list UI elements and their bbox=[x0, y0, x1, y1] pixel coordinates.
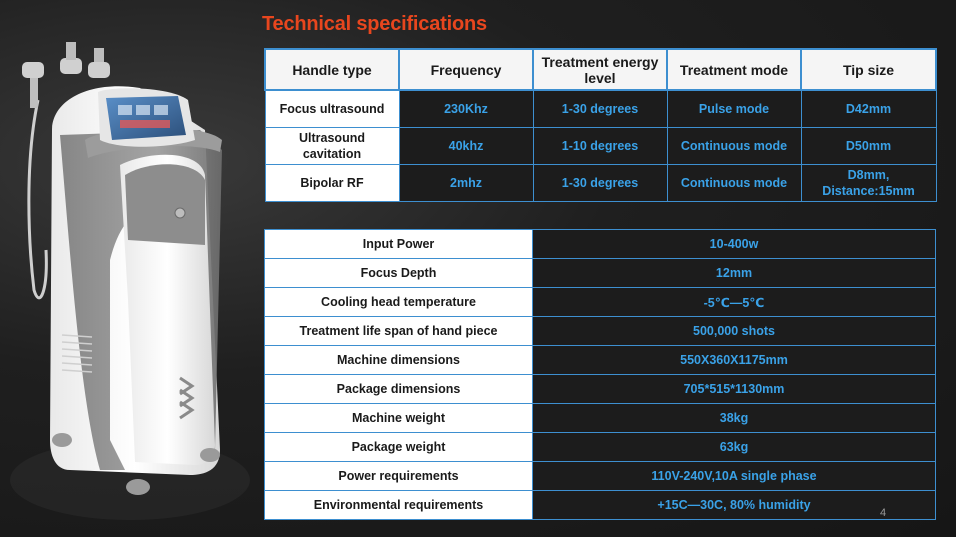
param-label: Treatment life span of hand piece bbox=[264, 316, 533, 346]
param-label: Package dimensions bbox=[264, 374, 533, 404]
machine-params-table: Input Power 10-400w Focus Depth 12mm Cooli… bbox=[264, 229, 936, 520]
handle-spec-table: Handle type Frequency Treatment energy l… bbox=[264, 48, 937, 202]
param-value: 10-400w bbox=[532, 229, 936, 259]
param-label: Power requirements bbox=[264, 461, 533, 491]
treatment-mode-cell: Pulse mode bbox=[666, 89, 802, 128]
energy-level-cell: 1-30 degrees bbox=[532, 164, 668, 202]
table-row: Package dimensions 705*515*1130mm bbox=[264, 374, 936, 404]
table-row: Environmental requirements +15C—30C, 80% … bbox=[264, 490, 936, 520]
param-value: 63kg bbox=[532, 432, 936, 462]
param-value: +15C—30C, 80% humidity bbox=[532, 490, 936, 520]
page-title: Technical specifications bbox=[262, 13, 487, 35]
param-label: Package weight bbox=[264, 432, 533, 462]
table-row: Machine dimensions 550X360X1175mm bbox=[264, 345, 936, 375]
param-label: Machine weight bbox=[264, 403, 533, 433]
table-row: Input Power 10-400w bbox=[264, 229, 936, 259]
table-row: Bipolar RF 2mhz 1-30 degrees Continuous … bbox=[264, 164, 937, 202]
page-number: 4 bbox=[880, 507, 887, 519]
header-cell: Frequency bbox=[398, 48, 534, 91]
param-value: 705*515*1130mm bbox=[532, 374, 936, 404]
param-value: 110V-240V,10A single phase bbox=[532, 461, 936, 491]
handle-type-cell: Focus ultrasound bbox=[264, 89, 400, 128]
table-row: Focus Depth 12mm bbox=[264, 258, 936, 288]
tip-size-cell: D8mm, Distance:15mm bbox=[800, 164, 937, 202]
energy-level-cell: 1-30 degrees bbox=[532, 89, 668, 128]
frequency-cell: 2mhz bbox=[398, 164, 534, 202]
param-value: 500,000 shots bbox=[532, 316, 936, 346]
table-row: Package weight 63kg bbox=[264, 432, 936, 462]
table-row: Power requirements 110V-240V,10A single p… bbox=[264, 461, 936, 491]
param-value: 12mm bbox=[532, 258, 936, 288]
param-label: Cooling head temperature bbox=[264, 287, 533, 317]
tip-size-cell: D42mm bbox=[800, 89, 937, 128]
treatment-mode-cell: Continuous mode bbox=[666, 127, 802, 165]
tip-size-cell: D50mm bbox=[800, 127, 937, 165]
param-label: Machine dimensions bbox=[264, 345, 533, 375]
header-cell: Treatment energy level bbox=[532, 48, 668, 91]
table-row: Machine weight 38kg bbox=[264, 403, 936, 433]
table-row: Treatment life span of hand piece 500,000… bbox=[264, 316, 936, 346]
param-value: 550X360X1175mm bbox=[532, 345, 936, 375]
handle-type-cell: Ultrasound cavitation bbox=[264, 127, 400, 165]
header-cell: Treatment mode bbox=[666, 48, 802, 91]
handle-type-cell: Bipolar RF bbox=[264, 164, 400, 202]
param-label: Environmental requirements bbox=[264, 490, 533, 520]
table-row: Focus ultrasound 230Khz 1-30 degrees Pul… bbox=[264, 89, 937, 128]
header-cell: Handle type bbox=[264, 48, 400, 91]
table-header-row: Handle type Frequency Treatment energy l… bbox=[264, 48, 937, 91]
frequency-cell: 40khz bbox=[398, 127, 534, 165]
param-value: -5℃—5℃ bbox=[532, 287, 936, 317]
param-label: Focus Depth bbox=[264, 258, 533, 288]
header-cell: Tip size bbox=[800, 48, 937, 91]
table-row: Ultrasound cavitation 40khz 1-10 degrees… bbox=[264, 127, 937, 165]
table-row: Cooling head temperature -5℃—5℃ bbox=[264, 287, 936, 317]
frequency-cell: 230Khz bbox=[398, 89, 534, 128]
param-label: Input Power bbox=[264, 229, 533, 259]
treatment-mode-cell: Continuous mode bbox=[666, 164, 802, 202]
energy-level-cell: 1-10 degrees bbox=[532, 127, 668, 165]
machine-image bbox=[10, 42, 250, 520]
param-value: 38kg bbox=[532, 403, 936, 433]
